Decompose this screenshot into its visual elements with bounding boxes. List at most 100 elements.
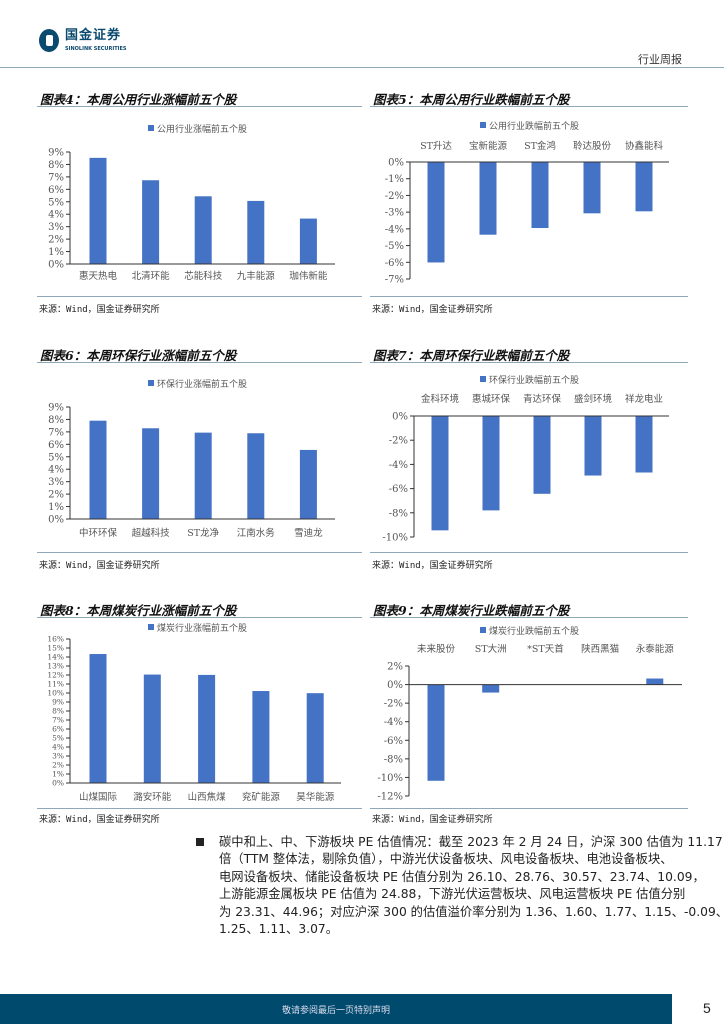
category-label: 珈伟新能 [289, 270, 328, 282]
y-tick-label: 16% [47, 635, 64, 644]
source-divider [37, 296, 362, 297]
source-divider [37, 808, 362, 809]
bar [194, 432, 212, 519]
category-label: 未来股份 [417, 643, 456, 655]
legend-swatch [480, 122, 486, 128]
bar [142, 428, 160, 519]
bar [583, 162, 601, 214]
bar [482, 684, 500, 693]
chart-source: 来源：Wind，国金证券研究所 [372, 815, 493, 825]
source-divider [370, 552, 688, 553]
logo-icon [39, 29, 59, 52]
legend-label: 煤炭行业涨幅前五个股 [157, 622, 247, 634]
source-divider [370, 296, 688, 297]
category-label: 山煤国际 [79, 791, 118, 803]
category-label: 北清环能 [132, 270, 171, 282]
source-divider [37, 552, 362, 553]
y-tick-label: -12% [377, 792, 403, 803]
bar [531, 162, 549, 229]
category-label: 九丰能源 [237, 270, 276, 282]
y-tick-label: 7% [48, 427, 64, 438]
y-tick-label: 8% [52, 707, 64, 716]
y-tick-label: 0% [387, 680, 403, 691]
y-tick-label: -8% [384, 754, 403, 765]
footer-disclaimer[interactable]: 敬请参阅最后一页特别声明 [281, 1006, 390, 1016]
bar [533, 416, 551, 494]
y-tick-label: 5% [48, 452, 64, 463]
category-label: 协鑫能科 [625, 140, 664, 152]
category-label: 山西焦煤 [188, 791, 227, 803]
legend-label: 环保行业涨幅前五个股 [157, 378, 247, 390]
category-label: 金科环境 [421, 393, 460, 405]
y-tick-label: -4% [385, 224, 404, 235]
y-tick-label: -4% [389, 460, 408, 471]
y-tick-label: -8% [389, 508, 408, 519]
y-tick-label: -6% [384, 736, 403, 747]
y-tick-label: -6% [385, 258, 404, 269]
category-label: 江南水务 [237, 527, 276, 539]
y-tick-label: -6% [389, 484, 408, 495]
y-tick-label: -2% [389, 436, 408, 447]
y-tick-label: 5% [48, 197, 64, 208]
y-tick-label: 0% [388, 158, 404, 169]
bar [89, 420, 107, 519]
y-tick-label: 8% [48, 160, 64, 171]
footer-bar: 敬请参阅最后一页特别声明 [0, 994, 672, 1024]
paragraph-line: 碳中和上、中、下游板块 PE 估值情况：截至 2023 年 2 月 24 日，沪… [219, 835, 723, 849]
y-tick-label: 3% [48, 222, 64, 233]
document-type: 行业周报 [638, 53, 682, 66]
chart-title: 图表6：本周环保行业涨幅前五个股 [40, 348, 237, 363]
bar [431, 416, 449, 531]
y-tick-label: 4% [48, 465, 64, 476]
paragraph-line: 上游能源金属板块 PE 估值为 24.88，下游光伏运营板块、风电运营板块 PE… [219, 887, 686, 902]
legend-label: 环保行业跌幅前五个股 [489, 374, 579, 386]
y-tick-label: 10% [47, 689, 64, 698]
chart-title: 图表8：本周煤炭行业涨幅前五个股 [40, 603, 237, 618]
paragraph-line: 为 23.31、44.96；对应沪深 300 的估值溢价率分别为 1.36、1.… [219, 904, 724, 919]
y-tick-label: -10% [382, 533, 408, 544]
category-label: 芯能科技 [184, 270, 223, 282]
chart-source: 来源：Wind，国金证券研究所 [372, 561, 493, 571]
bar [252, 691, 270, 783]
bar [143, 674, 161, 783]
bar [482, 416, 500, 511]
y-tick-label: 0% [48, 515, 64, 526]
title-divider [37, 362, 362, 363]
y-tick-label: 0% [48, 260, 64, 271]
y-tick-label: 6% [52, 725, 64, 734]
category-label: 盛剑环境 [574, 393, 613, 405]
title-divider [370, 106, 688, 107]
legend-label: 煤炭行业跌幅前五个股 [489, 625, 579, 637]
y-tick-label: 8% [48, 415, 64, 426]
legend-swatch [480, 627, 486, 633]
category-label: 雪迪龙 [294, 527, 323, 539]
logo-text: 国金证券 [65, 28, 122, 43]
y-tick-label: 4% [48, 210, 64, 221]
category-label: ST金鸿 [524, 140, 556, 152]
chart-title: 图表9：本周煤炭行业跌幅前五个股 [373, 603, 570, 618]
category-label: ST大洲 [475, 643, 507, 655]
y-tick-label: 2% [387, 662, 403, 673]
category-label: 永泰能源 [636, 643, 675, 655]
bar [89, 654, 107, 783]
y-tick-label: 3% [52, 752, 64, 761]
chart-source: 来源：Wind，国金证券研究所 [39, 815, 160, 825]
y-tick-label: 7% [52, 716, 64, 725]
source-divider [370, 808, 688, 809]
y-tick-label: 9% [52, 698, 64, 707]
chart-source: 来源：Wind，国金证券研究所 [39, 561, 160, 571]
category-label: 祥龙电业 [625, 393, 663, 405]
category-label: ST龙净 [187, 527, 219, 539]
bar [427, 162, 445, 263]
y-tick-label: 1% [48, 247, 64, 258]
y-tick-label: -3% [385, 208, 404, 219]
bar [635, 416, 653, 473]
y-tick-label: 6% [48, 440, 64, 451]
y-tick-label: 11% [47, 680, 64, 689]
legend-label: 公用行业涨幅前五个股 [157, 123, 247, 135]
y-tick-label: 3% [48, 477, 64, 488]
bar [299, 218, 317, 264]
chart-source: 来源：Wind，国金证券研究所 [372, 305, 493, 315]
paragraph-line: 电网设备板块、储能设备板块 PE 估值分别为 26.10、28.76、30.57… [219, 869, 705, 884]
category-label: 惠天热电 [79, 270, 118, 282]
